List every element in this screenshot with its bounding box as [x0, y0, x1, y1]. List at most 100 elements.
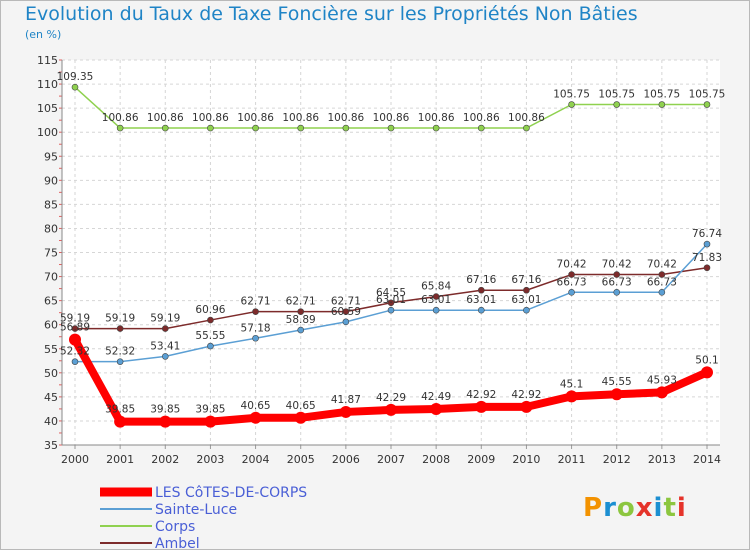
data-label: 52.32: [60, 346, 90, 358]
data-label: 66.73: [647, 276, 677, 288]
series-point: [207, 124, 214, 132]
data-label: 105.75: [643, 89, 680, 101]
data-label: 100.86: [237, 112, 274, 124]
series-point: [432, 124, 440, 132]
x-tick-label: 2006: [332, 453, 360, 466]
y-tick-label: 75: [44, 247, 58, 260]
data-label: 39.85: [150, 404, 180, 416]
data-label: 45.93: [647, 374, 677, 386]
logo-letter: o: [616, 493, 636, 523]
series-point: [475, 400, 488, 413]
y-tick-label: 40: [44, 415, 58, 428]
data-label: 59.19: [150, 313, 180, 325]
series-point: [523, 286, 530, 294]
y-tick-label: 55: [44, 343, 58, 356]
data-label: 70.42: [647, 259, 677, 271]
series-point: [520, 400, 533, 413]
x-tick-label: 2007: [377, 453, 405, 466]
series-point: [613, 101, 621, 108]
y-tick-label: 70: [44, 271, 58, 284]
data-label: 100.86: [508, 112, 545, 124]
series-point: [658, 288, 666, 296]
x-tick-label: 2008: [422, 453, 450, 466]
data-label: 50.1: [695, 354, 718, 366]
series-point: [703, 240, 711, 248]
series-point: [568, 101, 575, 108]
data-label: 60.59: [331, 306, 361, 318]
data-label: 40.65: [241, 400, 271, 412]
chart-title: Evolution du Taux de Taxe Foncière sur l…: [25, 3, 638, 25]
series-point: [116, 358, 124, 365]
data-label: 70.42: [602, 259, 632, 271]
series-point: [568, 271, 575, 278]
data-label: 100.86: [102, 112, 139, 124]
series-point: [161, 353, 169, 360]
data-label: 58.89: [286, 314, 316, 326]
series-point: [432, 306, 440, 314]
legend-label: LES CôTES-DE-CORPS: [155, 485, 307, 501]
data-label: 59.19: [105, 313, 135, 325]
data-label: 42.49: [421, 391, 451, 403]
x-tick-label: 2002: [151, 453, 179, 466]
logo-letter: i: [653, 493, 664, 523]
logo-letter: r: [603, 493, 617, 523]
data-label: 60.96: [195, 304, 225, 316]
legend-label: Sainte-Luce: [155, 502, 237, 518]
data-label: 100.86: [418, 112, 455, 124]
data-label: 40.65: [286, 400, 316, 412]
y-tick-label: 35: [44, 439, 58, 452]
legend-label: Corps: [155, 519, 195, 535]
series-point: [477, 306, 485, 314]
data-label: 62.71: [286, 296, 316, 308]
x-tick-label: 2005: [287, 453, 315, 466]
series-point: [252, 124, 259, 132]
series-point: [701, 366, 713, 379]
y-tick-label: 115: [37, 54, 58, 67]
series-point: [385, 403, 397, 416]
series-point: [430, 402, 443, 415]
data-label: 53.41: [150, 340, 180, 352]
series-point: [207, 316, 214, 324]
series-point: [159, 415, 172, 428]
chart-subtitle: (en %): [25, 28, 62, 41]
data-label: 62.71: [331, 296, 361, 308]
series-point: [71, 358, 79, 365]
series-point: [342, 308, 350, 315]
data-label: 105.75: [598, 89, 635, 101]
y-tick-label: 100: [37, 126, 58, 139]
x-tick-label: 2003: [196, 453, 224, 466]
data-label: 66.73: [602, 276, 632, 288]
series-point: [523, 124, 530, 132]
series-point: [565, 390, 578, 403]
series-point: [116, 124, 124, 132]
series-point: [161, 325, 169, 332]
data-label: 76.74: [692, 228, 722, 240]
data-label: 70.42: [557, 259, 587, 271]
y-tick-label: 80: [44, 222, 58, 235]
series-point: [207, 342, 214, 350]
data-label: 100.86: [192, 112, 229, 124]
data-label: 105.75: [553, 89, 590, 101]
data-label: 100.86: [147, 112, 184, 124]
y-tick-label: 60: [44, 319, 58, 332]
data-label: 41.87: [331, 394, 361, 406]
x-tick-label: 2011: [558, 453, 586, 466]
series-point: [116, 325, 124, 332]
series-point: [252, 334, 259, 342]
series-point: [114, 415, 127, 428]
series-point: [249, 411, 262, 424]
data-label: 42.29: [376, 392, 406, 404]
series-point: [339, 405, 352, 418]
series-point: [658, 101, 666, 108]
logo-letter: P: [583, 493, 604, 523]
data-label: 100.86: [327, 112, 364, 124]
data-label: 45.1: [560, 378, 583, 390]
data-label: 63.01: [421, 294, 451, 306]
series-point: [294, 411, 307, 424]
logo-letter: i: [676, 493, 687, 523]
series-point: [477, 286, 485, 294]
series-point: [613, 288, 621, 296]
x-tick-label: 2001: [106, 453, 134, 466]
series-point: [432, 293, 440, 300]
